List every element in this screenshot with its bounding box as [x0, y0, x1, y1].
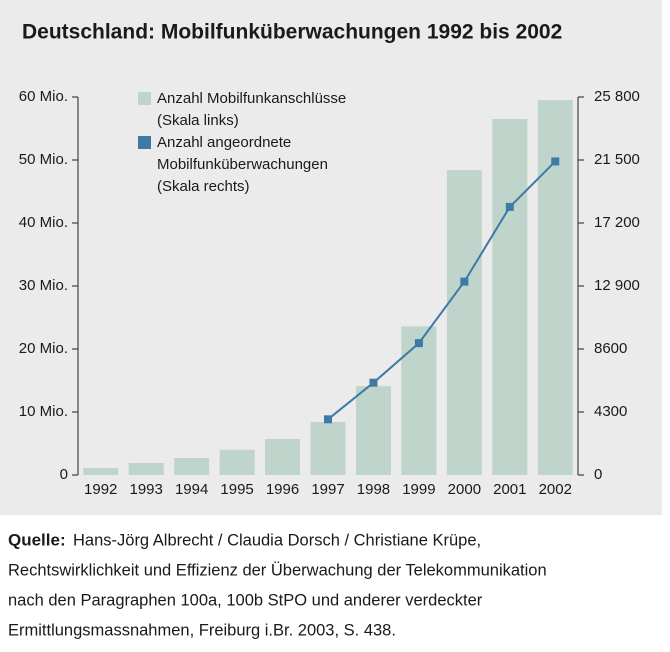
y2-tick-label: 8600	[594, 340, 627, 357]
bar	[446, 170, 482, 475]
bar	[265, 439, 301, 475]
x-tick-label: 1997	[311, 481, 344, 498]
y2-tick-label: 4300	[594, 403, 627, 420]
x-tick-label: 2002	[539, 481, 572, 498]
y2-tick-label: 17 200	[594, 214, 640, 231]
x-tick-label: 1992	[84, 481, 117, 498]
line-marker	[460, 277, 469, 286]
source-line: nach den Paragraphen 100a, 100b StPO und…	[8, 591, 483, 609]
x-tick-label: 1995	[220, 481, 253, 498]
line	[327, 160, 556, 421]
legend-swatch	[138, 92, 151, 105]
y2-tick-label: 21 500	[594, 151, 640, 168]
bar	[128, 463, 164, 475]
y-tick-label: 40 Mio.	[19, 214, 68, 231]
source-label: Quelle:	[8, 530, 66, 549]
bar	[174, 457, 210, 475]
line-marker	[551, 157, 560, 166]
y-tick-label: 60 Mio.	[19, 88, 68, 105]
x-tick-label: 1996	[266, 481, 299, 498]
y-tick-label: 30 Mio.	[19, 277, 68, 294]
chart-title: Deutschland: Mobilfunküberwachungen 1992…	[22, 21, 562, 44]
bar	[219, 449, 255, 475]
legend-swatch	[138, 136, 151, 149]
line-marker	[505, 202, 514, 211]
bar	[355, 386, 391, 475]
legend-label: Anzahl Mobilfunkanschlüsse	[157, 90, 346, 107]
x-tick-label: 1998	[357, 481, 390, 498]
x-tick-label: 1999	[402, 481, 435, 498]
legend-label: Anzahl angeordnete	[157, 134, 291, 151]
x-tick-label: 1994	[175, 481, 208, 498]
legend-label: (Skala rechts)	[157, 178, 250, 195]
legend-label: (Skala links)	[157, 112, 239, 129]
legend-label: Mobilfunküberwachungen	[157, 156, 328, 173]
x-tick-label: 2000	[448, 481, 481, 498]
line-marker	[324, 415, 332, 424]
bar	[310, 422, 346, 475]
y2-tick-label: 12 900	[594, 277, 640, 294]
y-tick-label: 20 Mio.	[19, 340, 68, 357]
x-tick-label: 1993	[129, 481, 162, 498]
line-marker	[414, 339, 423, 348]
bar	[83, 468, 119, 475]
bar	[537, 100, 573, 476]
bar	[492, 119, 528, 476]
x-tick-label: 2001	[493, 481, 526, 498]
y2-tick-label: 25 800	[594, 88, 640, 105]
source-line: Hans-Jörg Albrecht / Claudia Dorsch / Ch…	[73, 531, 481, 549]
y-tick-label: 50 Mio.	[19, 151, 68, 168]
y2-tick-label: 0	[594, 466, 602, 483]
y-tick-label: 0	[60, 466, 68, 483]
bar	[401, 326, 437, 475]
source-line: Rechtswirklichkeit und Effizienz der Übe…	[8, 561, 547, 579]
line-marker	[369, 378, 378, 387]
y-tick-label: 10 Mio.	[19, 403, 68, 420]
source-line: Ermittlungsmassnahmen, Freiburg i.Br. 20…	[8, 621, 396, 639]
